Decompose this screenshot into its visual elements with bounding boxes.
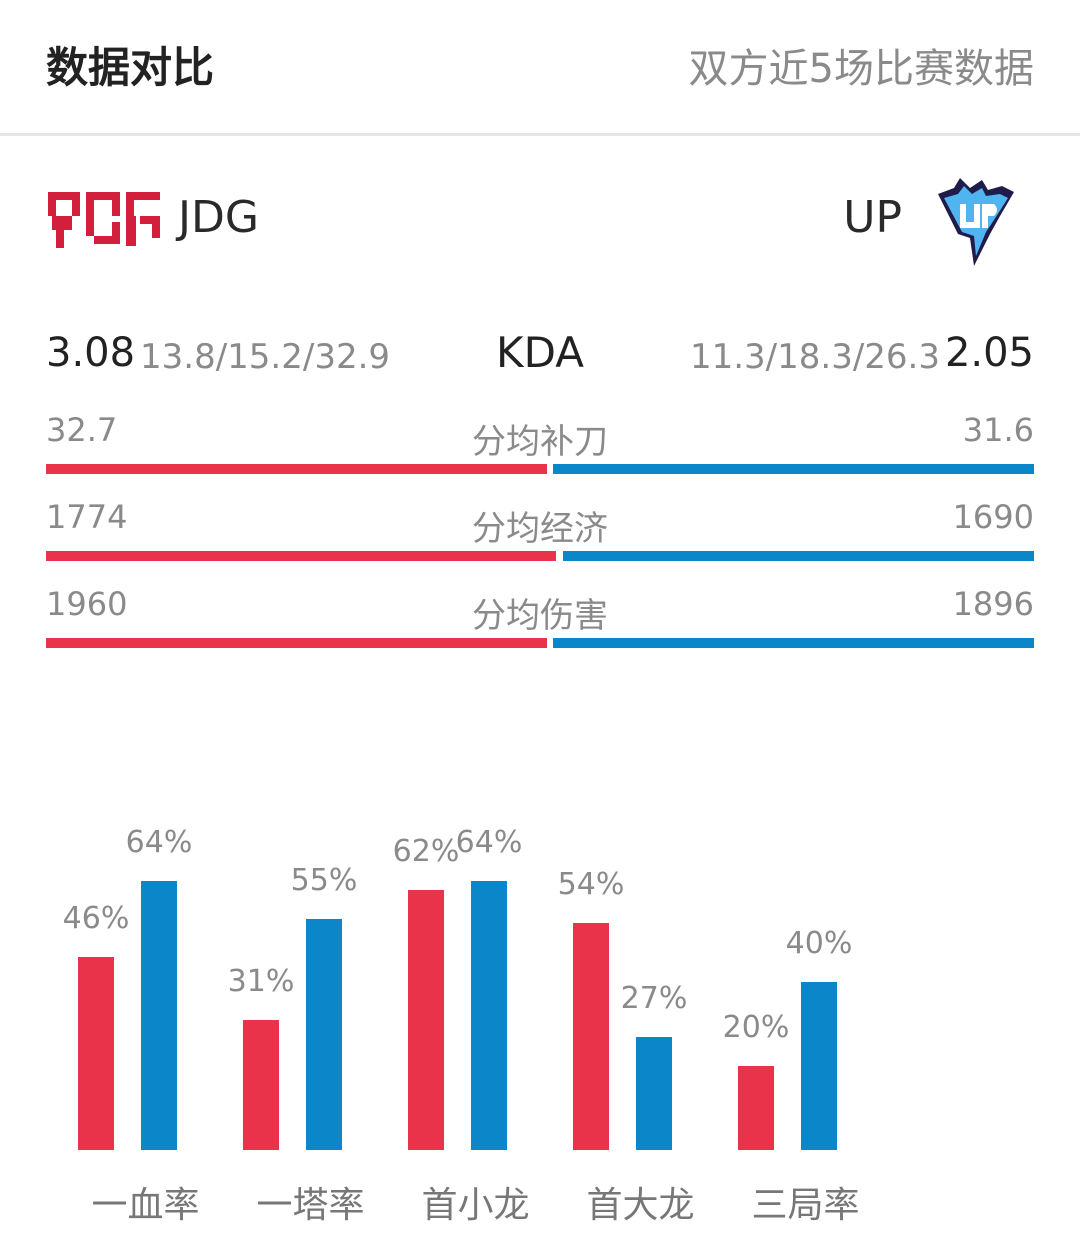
- stat-right-value: 1690: [952, 498, 1034, 536]
- left-team-bar: [243, 1019, 279, 1150]
- stat-right-value: 31.6: [962, 411, 1034, 449]
- kda-left-value: 3.08: [46, 330, 136, 376]
- bar-value-label: 31%: [227, 963, 295, 999]
- bar-value-label: 54%: [557, 867, 625, 903]
- stat-right-bar: [553, 638, 1034, 648]
- kda-left-split: 13.8/15.2/32.9: [140, 337, 391, 377]
- bar-value-label: 55%: [290, 863, 358, 898]
- stat-right-bar: [553, 464, 1034, 474]
- stat-right-value: 1896: [952, 585, 1034, 623]
- category-label: 首大龙: [586, 1185, 695, 1226]
- team-right-name: UP: [843, 192, 902, 243]
- bar-value-label: 27%: [620, 980, 688, 1016]
- left-team-bar: [78, 956, 114, 1150]
- left-team-bar: [573, 923, 609, 1150]
- right-team-bar: [471, 881, 507, 1150]
- stat-label: 分均经济: [472, 509, 608, 549]
- bar-value-label: 46%: [62, 900, 130, 936]
- stat-left-value: 32.7: [46, 411, 118, 449]
- bar-value-label: 40%: [785, 926, 853, 961]
- stat-label: 分均伤害: [472, 596, 608, 636]
- left-team-bar: [738, 1066, 774, 1150]
- right-team-bar: [306, 919, 342, 1150]
- kda-right-split: 11.3/18.3/26.3: [689, 337, 940, 377]
- right-team-bar: [801, 982, 837, 1150]
- category-label: 一塔率: [256, 1185, 365, 1226]
- bar-value-label: 64%: [455, 825, 523, 861]
- left-team-bar: [408, 889, 444, 1150]
- stat-left-bar: [46, 638, 547, 648]
- header-divider: [0, 133, 1080, 136]
- page-subtitle: 双方近5场比赛数据: [688, 46, 1034, 92]
- stat-left-bar: [46, 464, 547, 474]
- stat-label: 分均补刀: [472, 422, 608, 462]
- stat-left-bar: [46, 551, 556, 561]
- category-label: 首小龙: [421, 1185, 530, 1226]
- right-team-bar: [636, 1036, 672, 1150]
- right-team-bar: [141, 881, 177, 1150]
- team-left-name: JDG: [178, 192, 259, 243]
- stat-right-bar: [563, 551, 1034, 561]
- kda-right-value: 2.05: [944, 330, 1034, 376]
- stat-left-value: 1960: [46, 585, 128, 623]
- bar-value-label: 64%: [125, 825, 193, 861]
- category-label: 一血率: [91, 1185, 200, 1226]
- page-title: 数据对比: [46, 43, 215, 92]
- team-right-logo-icon: [930, 176, 1020, 270]
- kda-label: KDA: [496, 328, 584, 377]
- category-label: 三局率: [751, 1185, 860, 1226]
- bar-value-label: 62%: [392, 833, 460, 869]
- stat-left-value: 1774: [46, 498, 128, 536]
- bar-value-label: 20%: [722, 1010, 790, 1045]
- team-left-logo-icon: [46, 186, 162, 254]
